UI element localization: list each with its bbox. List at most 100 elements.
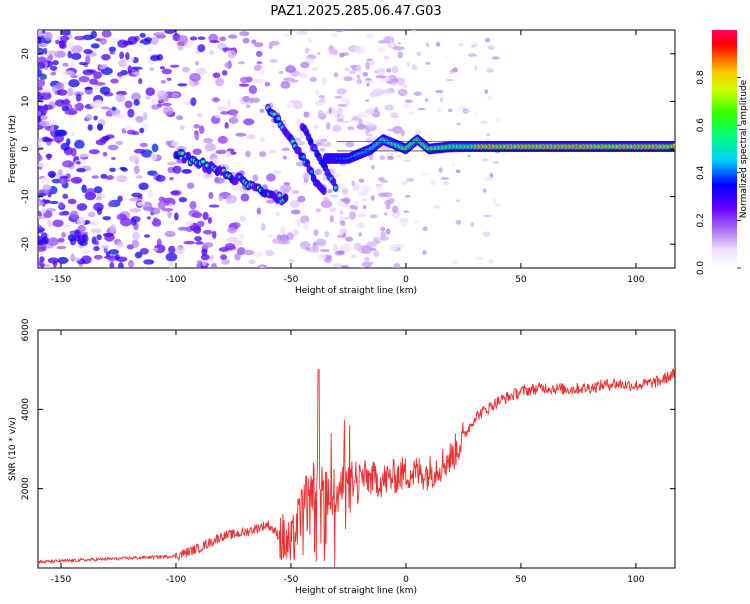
noise-blob xyxy=(91,175,99,179)
noise-blob xyxy=(175,246,185,255)
noise-blob xyxy=(109,167,116,172)
noise-blob xyxy=(46,219,53,227)
noise-blob xyxy=(224,61,233,69)
noise-blob xyxy=(169,64,180,68)
noise-blob xyxy=(101,135,111,141)
noise-blob xyxy=(248,85,258,95)
noise-blob xyxy=(370,195,375,201)
noise-blob xyxy=(224,122,229,129)
y-tick-label: 20 xyxy=(21,48,31,60)
noise-blob xyxy=(354,200,359,206)
noise-blob xyxy=(171,140,180,147)
colorbar-tick-label: 0.4 xyxy=(696,165,706,180)
noise-blob xyxy=(395,77,406,86)
x-tick-label: 100 xyxy=(627,275,644,285)
noise-blob xyxy=(422,226,428,231)
noise-blob xyxy=(127,36,138,45)
noise-blob xyxy=(345,236,354,242)
noise-blob xyxy=(67,50,72,59)
x-tick-label: -100 xyxy=(166,275,187,285)
noise-blob xyxy=(186,182,195,190)
noise-blob xyxy=(119,51,125,60)
noise-blob xyxy=(266,199,275,204)
x-tick-label: -50 xyxy=(284,575,299,585)
noise-blob xyxy=(201,248,208,256)
noise-blob xyxy=(329,49,339,56)
noise-blob xyxy=(240,193,250,202)
noise-blob xyxy=(292,229,299,237)
noise-blob xyxy=(285,103,294,108)
noise-blob xyxy=(101,30,112,38)
noise-blob xyxy=(260,136,265,143)
track-core xyxy=(333,185,338,190)
noise-blob xyxy=(379,155,386,161)
noise-blob xyxy=(345,98,350,107)
noise-blob xyxy=(479,120,489,125)
noise-blob xyxy=(196,112,203,118)
noise-blob xyxy=(173,212,179,221)
noise-blob xyxy=(364,256,370,262)
noise-blob xyxy=(392,205,399,214)
noise-blob xyxy=(343,197,351,205)
noise-blob xyxy=(161,208,174,212)
noise-blob xyxy=(38,163,50,168)
noise-blob xyxy=(135,175,143,179)
noise-blob xyxy=(83,48,93,54)
noise-blob xyxy=(339,243,352,253)
noise-blob xyxy=(78,76,90,83)
noise-blob xyxy=(494,203,502,207)
noise-blob xyxy=(367,123,376,128)
noise-blob xyxy=(376,47,386,52)
x-tick-label: -100 xyxy=(166,575,187,585)
noise-blob xyxy=(444,56,450,59)
noise-blob xyxy=(152,217,159,224)
noise-blob xyxy=(100,244,110,249)
noise-blob xyxy=(485,176,493,182)
noise-blob xyxy=(62,193,69,199)
noise-blob xyxy=(331,32,338,38)
noise-blob xyxy=(146,216,151,220)
noise-blob xyxy=(77,224,86,233)
noise-blob xyxy=(259,108,265,113)
noise-blob xyxy=(130,216,141,223)
noise-blob xyxy=(41,88,51,93)
noise-blob xyxy=(491,56,500,60)
noise-blob xyxy=(312,67,318,72)
noise-blob xyxy=(324,231,330,238)
noise-blob xyxy=(296,30,308,36)
noise-blob xyxy=(38,62,46,69)
noise-blob xyxy=(256,50,263,58)
noise-blob xyxy=(197,44,206,53)
noise-blob xyxy=(349,70,357,75)
noise-blob xyxy=(439,97,444,103)
noise-blob xyxy=(246,104,251,109)
noise-blob xyxy=(212,230,217,239)
noise-blob xyxy=(464,110,472,113)
track-core xyxy=(277,193,282,198)
noise-blob xyxy=(151,104,160,110)
noise-blob xyxy=(208,204,220,208)
noise-blob xyxy=(197,36,206,41)
noise-blob xyxy=(172,165,182,174)
noise-blob xyxy=(358,232,362,237)
noise-blob xyxy=(400,220,408,227)
noise-blob xyxy=(383,212,388,216)
noise-blob xyxy=(194,131,200,141)
noise-blob xyxy=(375,240,382,244)
noise-blob xyxy=(50,71,57,76)
noise-blob xyxy=(162,106,174,116)
noise-blob xyxy=(369,248,377,251)
noise-blob xyxy=(130,208,138,213)
noise-blob xyxy=(169,176,174,181)
noise-blob xyxy=(334,30,345,33)
noise-blob xyxy=(94,81,106,86)
noise-blob xyxy=(358,118,363,125)
noise-blob xyxy=(280,226,286,235)
noise-blob xyxy=(379,236,389,241)
noise-blob xyxy=(230,183,242,191)
noise-blob xyxy=(226,199,233,204)
noise-blob xyxy=(386,68,392,73)
x-tick-label: -50 xyxy=(284,275,299,285)
